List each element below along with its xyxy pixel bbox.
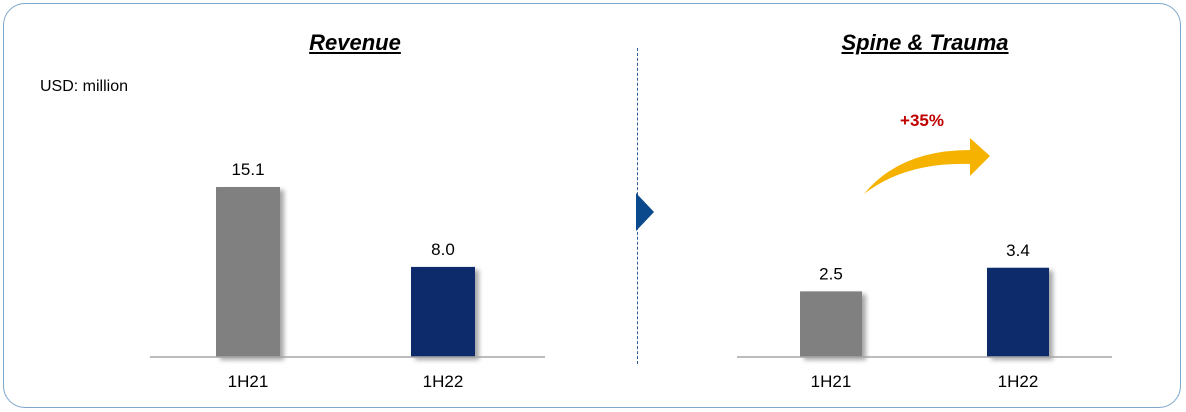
revenue-chart-title: Revenue <box>309 30 401 55</box>
unit-label: USD: million <box>40 78 129 95</box>
revenue-category-label: 1H21 <box>228 372 269 391</box>
chevron-right-icon <box>636 193 654 231</box>
revenue-data-label: 15.1 <box>231 160 264 179</box>
growth-percentage-label: +35% <box>900 111 944 130</box>
growth-arrow-icon <box>864 138 990 194</box>
spine-trauma-data-label: 3.4 <box>1006 241 1030 260</box>
revenue-bar-1h22 <box>411 266 475 357</box>
spine-trauma-category-label: 1H22 <box>998 372 1039 391</box>
chart-panel-frame <box>3 3 1181 408</box>
spine-trauma-bar-1h22 <box>987 267 1049 357</box>
spine-trauma-category-label: 1H21 <box>811 372 852 391</box>
revenue-data-label: 8.0 <box>431 240 455 259</box>
revenue-category-label: 1H22 <box>423 372 464 391</box>
revenue-bar-1h21 <box>216 187 280 357</box>
spine-trauma-bar-1h21 <box>800 291 862 357</box>
spine-trauma-data-label: 2.5 <box>819 264 843 283</box>
spine-trauma-chart-title: Spine & Trauma <box>841 30 1009 55</box>
